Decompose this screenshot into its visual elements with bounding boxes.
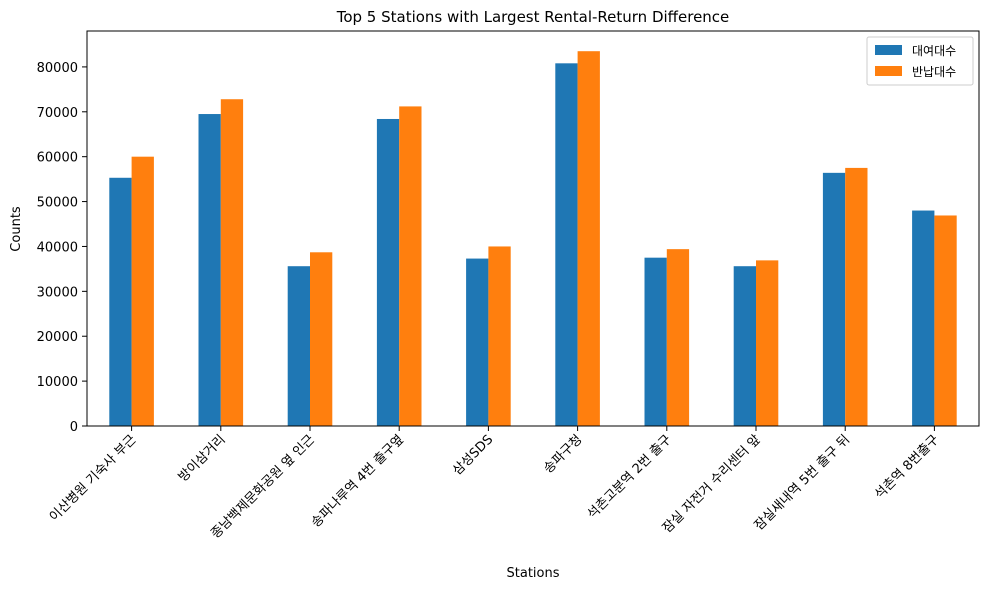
x-tick-label: 석촌고분역 2번 출구	[585, 432, 675, 522]
bar-return-0	[131, 156, 154, 426]
x-tick-label: 방이삼거리	[176, 432, 229, 485]
bar-rental-2	[287, 266, 310, 426]
bar-return-1	[220, 99, 244, 427]
y-tick-label: 0	[70, 420, 78, 435]
x-axis-title: Stations	[507, 566, 560, 581]
bar-return-7	[756, 260, 779, 426]
legend-label-0: 대여대수	[912, 44, 956, 58]
legend-label-1: 반납대수	[912, 65, 956, 79]
x-tick-label: 잠실새내역 5번 출구 뒤	[752, 432, 853, 533]
bar-rental-1	[198, 114, 221, 427]
bar-rental-9	[912, 210, 935, 426]
x-tick-label: 송파구청	[541, 432, 585, 476]
legend-swatch-1	[875, 66, 902, 76]
bar-rental-4	[466, 258, 489, 426]
bar-rental-7	[733, 266, 756, 426]
x-tick-label: 잠실 자전거 수리센터 앞	[660, 432, 764, 536]
bar-return-2	[310, 252, 333, 426]
y-tick-label: 20000	[37, 330, 78, 345]
y-tick-label: 60000	[37, 151, 78, 166]
y-tick-label: 50000	[37, 196, 78, 211]
bar-return-9	[934, 215, 957, 426]
plot-frame	[86, 30, 980, 427]
y-tick-label: 10000	[37, 375, 78, 390]
bar-return-8	[845, 167, 868, 426]
y-tick-label: 40000	[37, 240, 78, 255]
bar-rental-5	[555, 63, 578, 427]
y-tick-label: 70000	[37, 106, 78, 121]
y-tick-label: 80000	[37, 61, 78, 76]
x-tick-label: 종남백제문화공원 옆 인근	[208, 432, 318, 542]
bar-rental-0	[109, 177, 132, 426]
bar-rental-8	[822, 172, 846, 426]
x-tick-label: 이산병원 기숙사 부근	[47, 432, 140, 525]
x-tick-label: 석촌역 8번출구	[872, 432, 942, 502]
chart-title: Top 5 Stations with Largest Rental-Retur…	[336, 8, 730, 26]
bar-return-5	[577, 51, 600, 427]
y-axis-title: Counts	[9, 206, 24, 252]
bar-rental-3	[376, 118, 400, 427]
x-tick-label: 송파나루역 4번 출구옆	[309, 432, 407, 530]
x-tick-label: 삼성SDS	[450, 432, 496, 478]
legend-swatch-0	[875, 45, 902, 55]
bar-return-4	[488, 246, 511, 426]
y-tick-label: 30000	[37, 285, 78, 300]
bar-return-6	[666, 249, 690, 426]
bar-return-3	[399, 106, 422, 426]
bar-rental-6	[644, 257, 667, 426]
y-axis: 0 10000 20000 30000 40000 50000 60000 70000 8000…	[37, 61, 87, 435]
bars-layer	[109, 51, 957, 427]
